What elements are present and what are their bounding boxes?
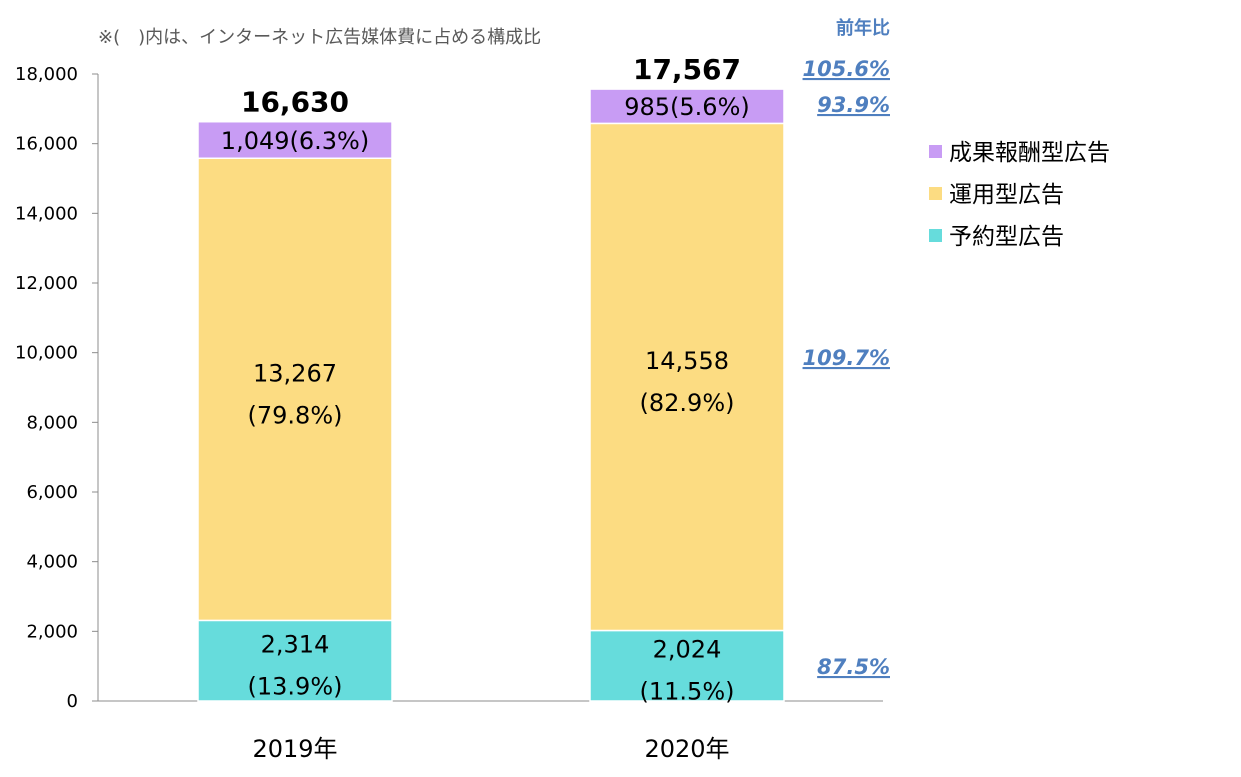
segment-value-label: 1,049(6.3%) (221, 127, 369, 155)
x-tick-label: 2019年 (252, 735, 337, 763)
segment-value-label: 985(5.6%) (624, 93, 750, 121)
segment-value-label: 2,314 (261, 631, 330, 659)
legend-swatch (929, 229, 942, 242)
bar-segment (197, 619, 393, 702)
segment-share-label: (11.5%) (640, 678, 735, 706)
y-tick-label: 10,000 (15, 343, 78, 364)
legend-swatch (929, 145, 942, 158)
segment-value-label: 14,558 (645, 347, 729, 375)
x-tick-label: 2020年 (644, 735, 729, 763)
yoy-series-label: 87.5% (817, 655, 890, 679)
y-tick-label: 2,000 (26, 621, 78, 642)
y-tick-label: 14,000 (15, 203, 78, 224)
legend-label: 運用型広告 (949, 182, 1064, 208)
bar-segment (589, 122, 785, 632)
legend-swatch (929, 187, 942, 200)
segment-value-label: 2,024 (653, 636, 722, 664)
y-tick-label: 0 (67, 691, 78, 712)
axes: 0 2,000 4,000 6,000 8,000 10,000 12,000 14,000 1… (15, 64, 883, 712)
yoy-series-label: 109.7% (803, 346, 890, 370)
segment-share-label: (79.8%) (248, 401, 343, 429)
yoy-series-label: 93.9% (817, 93, 890, 117)
yoy-annotations: 前年比 105.6% 87.5% 109.7% 93.9% (803, 17, 890, 679)
y-tick-label: 6,000 (26, 482, 78, 503)
segment-share-label: (13.9%) (248, 673, 343, 701)
chart-note: ※( )内は、インターネット広告媒体費に占める構成比 (98, 27, 541, 48)
bar-segment (589, 88, 785, 125)
bars: 2,314 (13.9%) 13,267 (79.8%) 1,049(6.3%) 16,6… (197, 53, 785, 763)
y-tick-label: 8,000 (26, 412, 78, 433)
y-tick-label: 18,000 (15, 64, 78, 85)
legend-label: 予約型広告 (949, 224, 1064, 250)
bar-segment (589, 629, 785, 702)
bar-total-label: 16,630 (241, 86, 349, 119)
bar-segment (197, 157, 393, 622)
y-tick-label: 4,000 (26, 552, 78, 573)
segment-share-label: (82.9%) (640, 389, 735, 417)
bar-segment (197, 120, 393, 160)
y-tick-label: 12,000 (15, 273, 78, 294)
yoy-header: 前年比 (836, 17, 890, 39)
segment-value-label: 13,267 (253, 359, 337, 387)
y-tick-label: 16,000 (15, 134, 78, 155)
bar-total-label: 17,567 (633, 53, 741, 86)
legend-label: 成果報酬型広告 (949, 140, 1110, 166)
yoy-total-label: 105.6% (803, 57, 890, 81)
